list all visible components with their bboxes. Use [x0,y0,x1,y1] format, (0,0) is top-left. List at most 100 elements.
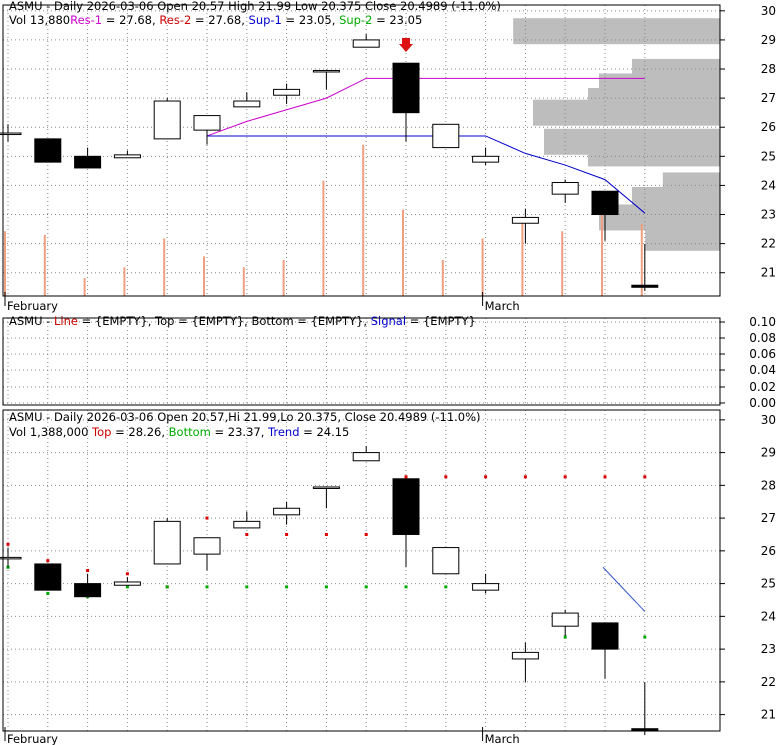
top-dot [484,475,488,479]
top-dot [563,475,567,479]
y-tick-label: 27 [761,91,776,105]
legend-part: = 24.15 [300,425,350,439]
legend-part: = 28.26, [111,425,168,439]
y-tick-label: 0.04 [749,363,776,377]
legend-part: Trend [267,425,299,439]
y-tick-label: 24 [761,178,776,192]
bottom-dot [245,585,249,589]
bottom-dot [563,635,567,639]
candle-body [74,155,102,169]
price-bands-panel: ASMU - Daily 2026-03-06 Open 20.57,Hi 21… [0,409,776,745]
date-label: February [7,299,58,313]
candle-body [312,69,340,73]
indicator-legend: ASMU - Line = {EMPTY}, Top = {EMPTY}, Bo… [9,314,476,328]
top-dot [205,516,209,520]
top-dot [643,475,647,479]
legend-part: Sup-2 [339,13,372,27]
y-tick-label: 29 [761,446,776,460]
legend-part: = {EMPTY}, Top = {EMPTY}, Bottom = {EMPT… [78,314,371,328]
bottom-dot [165,585,169,589]
candle-body [631,284,659,288]
legend-part: ASMU - Daily 2026-03-06 Open 20.57 High … [9,0,501,13]
bottom-dot [364,585,368,589]
price-volume-panel: ASMU - Daily 2026-03-06 Open 20.57 High … [0,0,776,313]
bottom-dot [46,591,50,595]
candle-body [0,556,22,560]
candle-body [312,486,340,489]
bottom-dot [285,585,289,589]
panel-frame [2,317,721,406]
y-tick-label: 28 [761,62,776,76]
res-1-line [206,77,645,137]
legend-part: Top [91,425,111,439]
legend-part: Line [54,314,78,328]
candle-body [511,651,539,660]
volume-profile-bar [645,224,720,251]
legend-part: = 23.05, [282,13,339,27]
candle-body [392,62,420,114]
y-tick-label: 0.02 [749,380,776,394]
y-tick-label: 23 [761,208,776,222]
candle-body [352,39,380,48]
signal-arrow-icon [399,38,413,52]
legend-part: = 27.68, [191,13,248,27]
top-dot [46,559,50,563]
panel-frame [2,409,721,732]
top-dot [364,532,368,536]
y-tick-label: 24 [761,609,776,623]
candle-body [34,138,62,163]
candle-body [352,452,380,462]
date-label: March [485,299,520,313]
y-tick-label: 29 [761,33,776,47]
candle-body [511,216,539,224]
legend-part: = {EMPTY} [406,314,476,328]
volume-profile-bar [588,140,720,167]
top-dot [245,532,249,536]
candle-body [591,622,619,650]
legend-part: Vol 13,880 [9,13,70,27]
sup-1-line [207,135,646,214]
y-tick-label: 30 [761,413,776,427]
candle-body [193,115,221,131]
candle-body [153,100,181,140]
y-tick-label: 25 [761,577,776,591]
candle-body [233,520,261,529]
y-tick-label: 21 [761,708,776,722]
y-tick-label: 23 [761,642,776,656]
top-dot [523,475,527,479]
y-tick-label: 0.00 [749,396,776,410]
candle-body [591,190,619,216]
top-dot [603,475,607,479]
price-legend-line1: ASMU - Daily 2026-03-06 Open 20.57 High … [9,0,501,13]
top-dot [285,532,289,536]
y-tick-label: 0.06 [749,347,776,361]
y-tick-label: 22 [761,675,776,689]
candle-body [551,182,579,195]
legend-part: Res-2 [159,13,191,27]
candle-body [193,537,221,555]
y-tick-label: 28 [761,478,776,492]
top-dot [6,542,10,546]
candle-body [113,581,141,586]
candle-body [113,154,141,159]
price-legend-line2: Vol 13,880Res-1 = 27.68, Res-2 = 27.68, … [9,13,422,27]
top-dot [404,475,408,479]
candle-body [472,583,500,591]
volume-profile-bar [533,99,720,126]
indicator-panel: ASMU - Line = {EMPTY}, Top = {EMPTY}, Bo… [2,314,776,410]
volume-profile-bar [513,18,720,45]
candle-body [472,155,500,163]
candle-body [432,547,460,575]
bottom-dot [125,585,129,589]
y-tick-label: 26 [761,120,776,134]
candle-body [153,520,181,565]
bands-legend-line1: ASMU - Daily 2026-03-06 Open 20.57,Hi 21… [9,410,481,424]
bands-legend-line2: Vol 1,388,000 Top = 28.26, Bottom = 23.3… [9,425,349,439]
y-tick-label: 25 [761,149,776,163]
y-tick-label: 0.08 [749,331,776,345]
candle-body [34,563,62,591]
bottom-dot [205,585,209,589]
legend-part: = 27.68, [102,13,159,27]
date-label: March [485,732,520,745]
